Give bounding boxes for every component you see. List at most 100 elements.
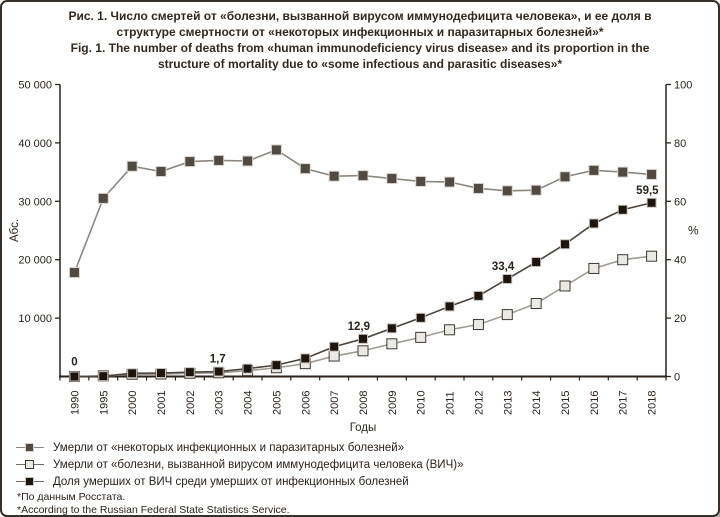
data-point-marker	[531, 257, 542, 268]
data-point-marker	[69, 371, 80, 382]
data-point-marker	[415, 175, 427, 187]
data-point-marker	[328, 350, 340, 362]
left-axis-tick-label: 30 000	[18, 196, 52, 208]
data-point-marker	[617, 254, 629, 266]
data-point-marker	[328, 170, 340, 182]
data-point-marker	[271, 360, 282, 371]
figure-title-en-line1: Fig. 1. The number of deaths from «human…	[70, 41, 650, 55]
data-point-marker	[646, 197, 657, 208]
legend-label-hiv: Умерли от «болезни, вызванной вирусом им…	[53, 458, 464, 471]
data-point-marker	[386, 338, 398, 350]
data-point-marker	[329, 341, 340, 352]
right-axis-tick-label: 40	[674, 255, 686, 267]
year-label: 2009	[387, 391, 399, 415]
data-point-marker	[588, 262, 600, 274]
data-point-marker	[559, 171, 571, 183]
data-point-marker	[646, 250, 658, 262]
data-point-marker	[242, 363, 253, 374]
data-point-label: 12,9	[348, 321, 370, 333]
year-label: 2014	[531, 391, 543, 415]
data-point-marker	[386, 323, 397, 334]
left-axis-tick-label: 10 000	[18, 313, 52, 325]
year-label: 2012	[473, 391, 485, 415]
x-axis-year-labels: 1990 1995 2000 2001 2002 2003 2004 2005 2006 2007…	[69, 391, 658, 415]
legend-item-share: Доля умерших от ВИЧ среди умерших от инф…	[16, 473, 706, 490]
legend-item-hiv: Умерли от «болезни, вызванной вирусом им…	[16, 456, 706, 473]
year-label: 2008	[358, 391, 370, 415]
year-label: 2017	[618, 391, 630, 415]
year-label: 2011	[445, 391, 457, 415]
data-point-marker	[415, 331, 427, 343]
chart-legend: Умерли от «некоторых инфекционных и пара…	[16, 439, 706, 490]
data-point-marker	[213, 366, 224, 377]
data-point-marker	[300, 353, 311, 364]
data-point-marker	[242, 155, 254, 167]
gray-square-marker-icon	[16, 442, 44, 453]
year-label: 2016	[589, 391, 601, 415]
figure-title-en-line2: structure of mortality due to «some infe…	[157, 57, 563, 71]
data-point-marker	[213, 154, 225, 166]
legend-label-share: Доля умерших от ВИЧ среди умерших от инф…	[53, 475, 409, 488]
light-square-marker-icon	[16, 459, 44, 470]
black-square-marker-icon	[16, 476, 44, 487]
data-point-label: 59,5	[636, 185, 659, 197]
data-point-marker	[560, 239, 570, 250]
data-point-marker	[646, 168, 658, 180]
data-point-marker	[156, 367, 166, 378]
series-2: 0 1,7 12,9 33,4 59,5	[69, 185, 659, 382]
left-axis-title: Абс.	[9, 219, 21, 242]
figure-title: Рис. 1. Число смертей от «болезни, вызва…	[2, 8, 718, 72]
year-label: 1990	[69, 391, 81, 415]
data-point-marker	[444, 176, 456, 188]
footnote-en: *According to the Russian Federal State …	[17, 504, 290, 516]
year-label: 2015	[560, 391, 572, 415]
data-point-marker	[299, 163, 311, 175]
year-label: 2010	[416, 391, 428, 415]
data-point-marker	[126, 160, 138, 172]
data-point-marker	[68, 267, 80, 279]
data-point-label: 33,4	[492, 261, 515, 273]
legend-item-infectious: Умерли от «некоторых инфекционных и пара…	[16, 439, 706, 456]
series-1	[68, 250, 658, 382]
x-axis-title: Годы	[350, 422, 377, 434]
data-point-marker	[617, 204, 628, 215]
year-label: 2002	[185, 391, 197, 415]
right-axis-tick-label: 100	[674, 80, 692, 92]
data-point-marker	[501, 185, 513, 197]
data-point-marker	[472, 182, 484, 194]
data-point-marker	[270, 144, 282, 156]
series-0	[68, 144, 658, 279]
data-point-label: 0	[71, 357, 77, 369]
year-label: 2001	[156, 391, 168, 415]
data-point-marker	[184, 156, 196, 168]
right-axis-title: %	[688, 224, 699, 238]
data-point-marker	[588, 218, 599, 229]
year-label: 2005	[271, 391, 283, 415]
year-label: 2006	[300, 391, 312, 415]
data-point-marker	[97, 192, 109, 204]
data-point-marker	[530, 184, 542, 196]
year-label: 2003	[214, 391, 226, 415]
data-point-marker	[502, 273, 513, 284]
data-point-marker	[184, 367, 195, 378]
right-axis-tick-label: 60	[674, 196, 686, 208]
data-point-marker	[444, 324, 456, 336]
data-point-marker	[386, 173, 398, 185]
footnotes: *По данным Росстата. *According to the R…	[17, 491, 290, 516]
year-label: 1995	[98, 391, 110, 415]
data-point-marker	[358, 333, 368, 344]
data-point-marker	[617, 166, 629, 178]
right-axis-tick-label: 20	[674, 313, 686, 325]
left-axis-tick-label: 20 000	[18, 255, 52, 267]
data-point-label: 1,7	[210, 354, 226, 366]
data-point-marker	[588, 164, 600, 176]
year-label: 2004	[243, 391, 255, 415]
year-label: 2013	[502, 391, 514, 415]
data-point-marker	[98, 371, 109, 382]
footnote-ru: *По данным Росстата.	[17, 491, 126, 503]
year-label: 2000	[127, 391, 139, 415]
data-point-marker	[155, 166, 167, 178]
data-point-marker	[357, 170, 369, 182]
